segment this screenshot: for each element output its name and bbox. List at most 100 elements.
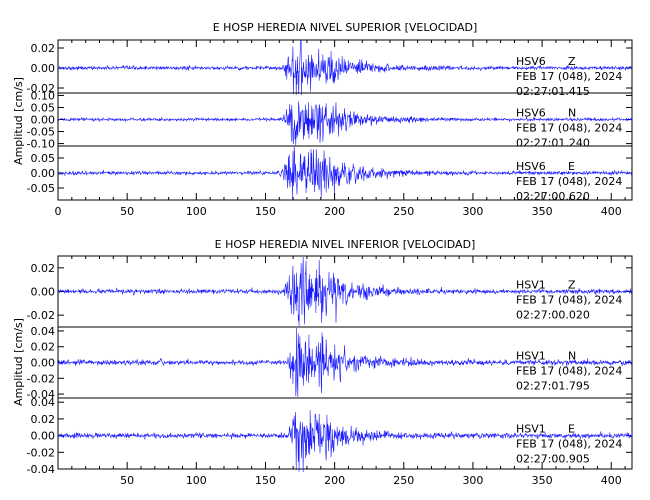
component-label: Z — [568, 279, 576, 292]
time-label: 02:27:01.415 — [516, 85, 590, 98]
y-tick-label: 0.00 — [31, 167, 56, 180]
x-tick-label: 350 — [532, 205, 553, 218]
date-label: FEB 17 (048), 2024 — [516, 365, 622, 378]
date-label: FEB 17 (048), 2024 — [516, 122, 622, 135]
y-tick-label: 0.00 — [31, 430, 56, 443]
panel: 0.10 0.05 0.00 -0.05 -0.10 HSV6 N FEB 17… — [27, 89, 633, 151]
y-tick-label: -0.04 — [27, 388, 55, 401]
date-label: FEB 17 (048), 2024 — [516, 70, 622, 83]
component-label: E — [568, 160, 575, 173]
x-tick-label: 50 — [120, 474, 134, 487]
panel: 0.04 0.02 0.00 -0.02 -0.04 HSV1 N FEB 17… — [27, 325, 633, 401]
y-tick-label: -0.02 — [27, 372, 55, 385]
trace-info: HSV6 N FEB 17 (048), 2024 02:27:01.240 — [516, 107, 622, 150]
station-label: HSV6 — [516, 160, 546, 173]
x-tick-label: 300 — [462, 474, 483, 487]
y-axis-label: Amplitud [cm/s] — [12, 77, 25, 165]
x-tick-label: 100 — [186, 205, 207, 218]
trace-info: HSV6 E FEB 17 (048), 2024 02:27:00.620 — [516, 160, 622, 203]
station-label: HSV6 — [516, 55, 546, 68]
waveform-trace — [57, 410, 633, 473]
station-label: HSV1 — [516, 423, 546, 436]
date-label: FEB 17 (048), 2024 — [516, 175, 622, 188]
y-tick-label: 0.00 — [31, 286, 56, 299]
y-tick-labels: 0.10 0.05 0.00 -0.05 -0.10 — [27, 89, 55, 150]
station-label: HSV6 — [516, 107, 546, 120]
x-tick-label: 200 — [324, 474, 345, 487]
x-axis: 0 50 100 150 200 250 300 350 400 — [55, 40, 626, 218]
waveform-trace — [57, 328, 633, 397]
y-tick-label: 0.04 — [31, 396, 56, 409]
time-label: 02:27:00.020 — [516, 309, 590, 322]
x-ticks — [57, 40, 626, 200]
panel-ticks — [58, 330, 632, 395]
y-tick-label: -0.10 — [27, 138, 55, 151]
time-label: 02:27:01.240 — [516, 137, 590, 150]
figure-upper: E HOSP HEREDIA NIVEL SUPERIOR [VELOCIDAD… — [12, 21, 633, 218]
y-tick-label: 0.02 — [31, 262, 56, 275]
y-tick-label: -0.04 — [27, 463, 55, 476]
trace-info: HSV6 Z FEB 17 (048), 2024 02:27:01.415 — [516, 55, 622, 98]
component-label: N — [568, 107, 576, 120]
y-tick-label: -0.02 — [27, 446, 55, 459]
x-tick-label: 100 — [186, 474, 207, 487]
y-tick-label: 0.02 — [31, 413, 56, 426]
figure-title: E HOSP HEREDIA NIVEL INFERIOR [VELOCIDAD… — [215, 238, 476, 251]
y-tick-labels: 0.05 0.00 -0.05 — [27, 152, 55, 195]
station-label: HSV1 — [516, 350, 546, 363]
y-tick-label: -0.02 — [27, 82, 55, 95]
x-tick-label: 200 — [324, 205, 345, 218]
figure-title: E HOSP HEREDIA NIVEL SUPERIOR [VELOCIDAD… — [213, 21, 478, 34]
y-tick-label: 0.10 — [31, 89, 56, 102]
y-tick-labels: 0.02 0.00 -0.02 — [27, 262, 55, 322]
panel: 0.02 0.00 -0.02 HSV1 Z FEB 17 (048), 202… — [27, 257, 633, 326]
x-tick-label: 250 — [393, 474, 414, 487]
panel: 0.02 0.00 -0.02 HSV6 Z FEB 17 (048), 202… — [27, 40, 633, 98]
time-label: 02:27:00.620 — [516, 190, 590, 203]
component-label: E — [568, 423, 575, 436]
x-tick-label: 400 — [601, 474, 622, 487]
x-tick-label: 400 — [601, 205, 622, 218]
x-tick-label: 50 — [120, 205, 134, 218]
time-label: 02:27:00.905 — [516, 453, 590, 466]
y-axis-label: Amplitud [cm/s] — [12, 318, 25, 406]
y-tick-label: -0.05 — [27, 126, 55, 139]
x-tick-label: 150 — [255, 474, 276, 487]
component-label: Z — [568, 55, 576, 68]
y-tick-label: 0.00 — [31, 62, 56, 75]
x-tick-label: 150 — [255, 205, 276, 218]
y-tick-label: 0.02 — [31, 42, 56, 55]
component-label: N — [568, 350, 576, 363]
x-ticks — [71, 256, 626, 469]
date-label: FEB 17 (048), 2024 — [516, 438, 622, 451]
x-tick-label: 0 — [55, 205, 62, 218]
y-tick-label: 0.04 — [31, 325, 56, 338]
y-tick-label: -0.05 — [27, 182, 55, 195]
y-tick-label: 0.00 — [31, 114, 56, 127]
y-tick-label: 0.02 — [31, 341, 56, 354]
y-tick-label: 0.05 — [31, 101, 56, 114]
x-tick-label: 350 — [532, 474, 553, 487]
time-label: 02:27:01.795 — [516, 380, 590, 393]
waveform-trace — [57, 101, 633, 146]
y-tick-label: 0.05 — [31, 152, 56, 165]
date-label: FEB 17 (048), 2024 — [516, 294, 622, 307]
waveform-trace — [57, 146, 633, 200]
y-tick-labels: 0.04 0.02 0.00 -0.02 -0.04 — [27, 325, 55, 401]
panel: 0.05 0.00 -0.05 HSV6 E FEB 17 (048), 202… — [27, 145, 633, 203]
trace-info: HSV1 E FEB 17 (048), 2024 02:27:00.905 — [516, 423, 622, 466]
waveform-trace — [57, 40, 633, 96]
y-tick-label: -0.02 — [27, 309, 55, 322]
x-tick-label: 300 — [462, 205, 483, 218]
panel: 0.04 0.02 0.00 -0.02 -0.04 HSV1 E FEB 17… — [27, 396, 633, 476]
y-tick-labels: 0.04 0.02 0.00 -0.02 -0.04 — [27, 396, 55, 476]
figure-lower: E HOSP HEREDIA NIVEL INFERIOR [VELOCIDAD… — [12, 238, 633, 487]
trace-info: HSV1 Z FEB 17 (048), 2024 02:27:00.020 — [516, 279, 622, 322]
station-label: HSV1 — [516, 279, 546, 292]
y-tick-labels: 0.02 0.00 -0.02 — [27, 42, 55, 95]
waveform-trace — [57, 257, 633, 326]
x-axis: 50 100 150 200 250 300 350 400 — [71, 256, 626, 487]
trace-info: HSV1 N FEB 17 (048), 2024 02:27:01.795 — [516, 350, 622, 393]
y-tick-label: 0.00 — [31, 357, 56, 370]
